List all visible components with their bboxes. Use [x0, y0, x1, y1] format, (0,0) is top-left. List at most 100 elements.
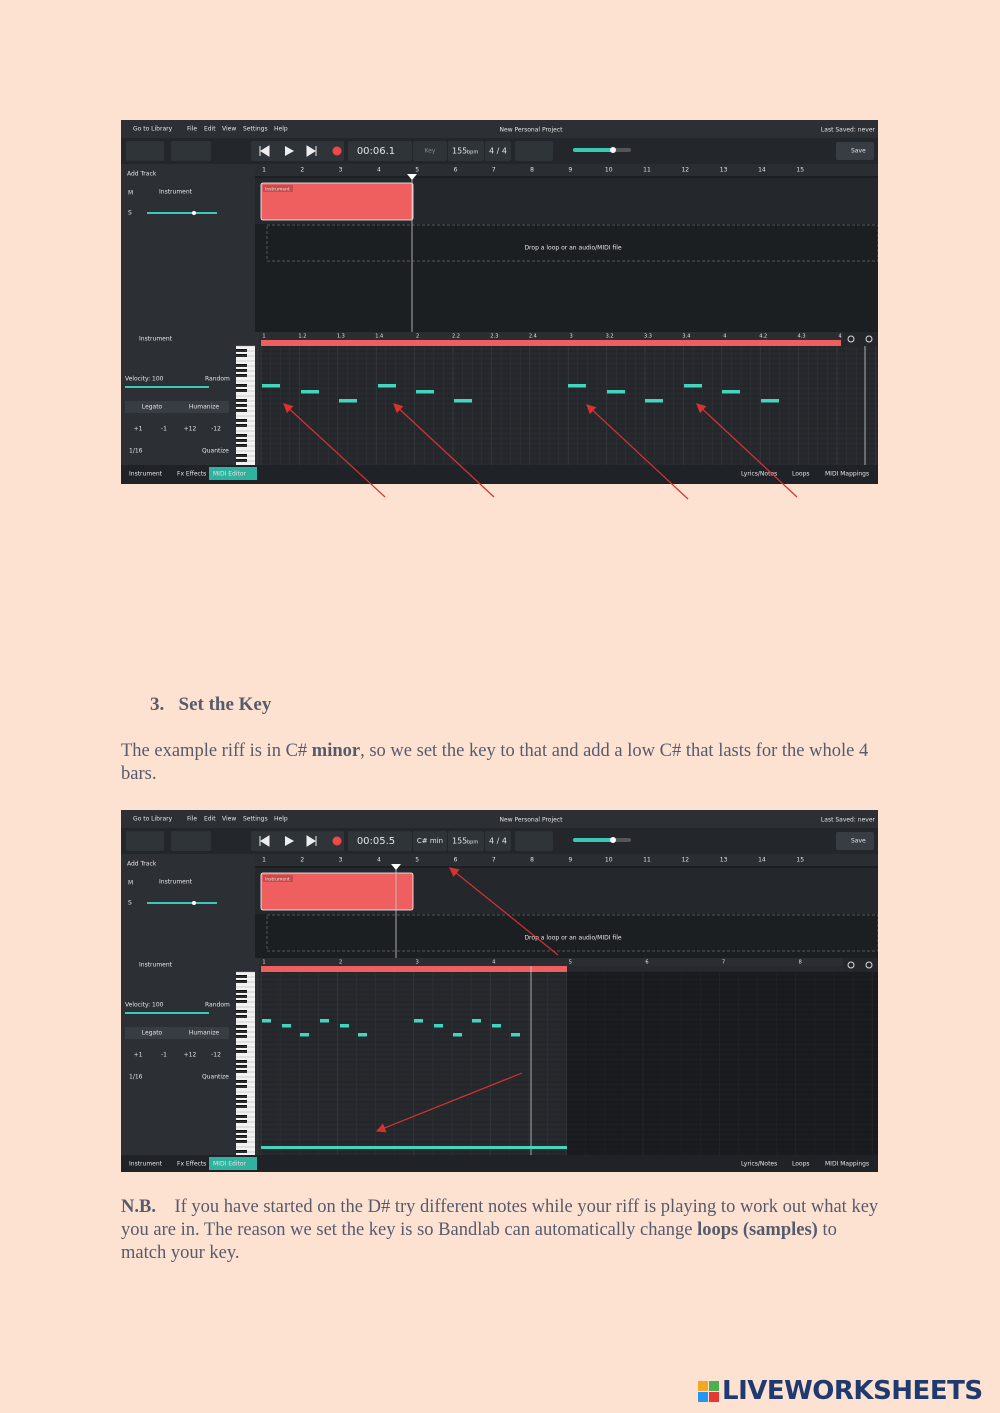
ruler-number: 5 — [415, 857, 419, 864]
ruler-number: 9 — [568, 857, 572, 864]
black-key — [236, 1015, 247, 1018]
region-bar — [261, 340, 841, 346]
mute: M — [128, 880, 133, 887]
editor-ruler-number: 2 — [416, 334, 419, 340]
random: Random — [205, 376, 230, 383]
editor-ruler-number: 3 — [570, 334, 573, 340]
clip-label-bg — [263, 875, 293, 882]
playhead-top — [407, 174, 417, 180]
ruler-number: 1 — [262, 857, 266, 864]
editor-ruler-number: 2.2 — [452, 334, 460, 340]
toolbar-group — [515, 141, 553, 161]
black-key — [236, 1045, 247, 1048]
ruler-bar — [255, 854, 878, 866]
region-bar — [261, 966, 567, 972]
toolbar-group — [126, 141, 164, 161]
tab: MIDI Mappings — [825, 1161, 869, 1168]
transpose-button: -12 — [211, 426, 221, 433]
ruler-number: 3 — [339, 857, 343, 864]
midi-note — [339, 399, 357, 403]
track-panel — [121, 164, 255, 332]
editor-ruler-number: 3.4 — [682, 334, 690, 340]
key-display: Key — [425, 148, 436, 155]
menu-item: View — [222, 126, 236, 133]
zoom-out — [847, 335, 855, 343]
drop-text: Drop a loop or an audio/MIDI file — [524, 935, 621, 942]
daw-screen: Go to Library File Edit View Settings Help New… — [121, 810, 879, 1172]
midi-note — [262, 384, 280, 388]
editor-ruler-number: 4.3 — [798, 334, 806, 340]
toolbar-group — [448, 141, 484, 161]
black-key — [236, 454, 247, 457]
time-signature: 4 / 4 — [489, 147, 507, 156]
black-key — [236, 1100, 247, 1103]
midi-note — [414, 1019, 423, 1023]
black-key — [236, 1065, 247, 1068]
editor-ruler-number: 1 — [262, 960, 265, 966]
bold-text: minor — [311, 741, 361, 761]
screenshot-2: Go to Library File Edit View Settings Help New… — [121, 810, 879, 1172]
black-key — [236, 1120, 247, 1123]
transpose-button: -1 — [161, 426, 167, 433]
logo-icon — [698, 1381, 719, 1402]
black-key — [236, 975, 247, 978]
toolbar-group — [251, 141, 344, 161]
editor-title: Instrument — [139, 336, 173, 343]
long-note — [261, 1146, 567, 1149]
menu-item: Settings — [243, 126, 268, 133]
drop-area — [266, 914, 879, 952]
playhead-top — [391, 864, 401, 870]
black-key — [236, 1095, 247, 1098]
ruler-number: 12 — [681, 167, 689, 174]
ruler-number: 7 — [492, 167, 496, 174]
black-key — [236, 349, 247, 352]
legato-button — [125, 401, 181, 413]
midi-note — [453, 1033, 462, 1037]
intro-paragraph: The example riff is in C# minor, so we s… — [121, 740, 881, 786]
black-key — [236, 389, 247, 392]
editor-ruler-number: 3 — [416, 960, 419, 966]
clip-label-bg — [263, 185, 293, 192]
time-signature: 4 / 4 — [489, 837, 507, 846]
track-volume-knob — [192, 211, 196, 215]
arrow — [393, 403, 495, 498]
toolbar-group — [413, 141, 447, 161]
humanize: Humanize — [189, 1030, 219, 1037]
editor-ruler-number: 4 — [723, 334, 726, 340]
grid-size: 1/16 — [129, 1074, 143, 1081]
ruler-number: 4 — [377, 857, 381, 864]
ruler-number: 2 — [300, 167, 304, 174]
editor-ruler-number: 1 — [262, 334, 265, 340]
arrow — [283, 403, 386, 498]
zoom-in — [865, 961, 873, 969]
toolbar-group — [485, 831, 511, 851]
midi-note — [645, 399, 663, 403]
arrow — [375, 1072, 523, 1133]
ruler-number: 7 — [492, 857, 496, 864]
black-key — [236, 1085, 247, 1088]
track-name: Instrument — [159, 189, 193, 196]
track-volume-knob — [192, 901, 196, 905]
black-key — [236, 990, 247, 993]
black-key — [236, 1135, 247, 1138]
midi-note — [511, 1033, 520, 1037]
editor-ruler-number: 8 — [799, 960, 802, 966]
black-key — [236, 424, 247, 427]
volume-fill — [573, 838, 613, 842]
active-tab — [209, 467, 257, 480]
black-key — [236, 419, 247, 422]
tab: MIDI Editor — [213, 1161, 247, 1168]
zoom-bg — [843, 958, 878, 972]
volume-fill — [573, 148, 613, 152]
grid-size: 1/16 — [129, 448, 143, 455]
ruler-number: 13 — [720, 167, 728, 174]
midi-note — [722, 390, 740, 394]
menu-item: Help — [274, 126, 288, 133]
record-icon — [332, 836, 342, 846]
key-display: C# min — [417, 837, 443, 845]
midi-note — [492, 1024, 501, 1028]
midi-note — [320, 1019, 329, 1023]
tab: Lyrics/Notes — [741, 1161, 777, 1168]
tab: Fx Effects — [177, 1161, 206, 1168]
transpose-button: +1 — [134, 426, 143, 433]
